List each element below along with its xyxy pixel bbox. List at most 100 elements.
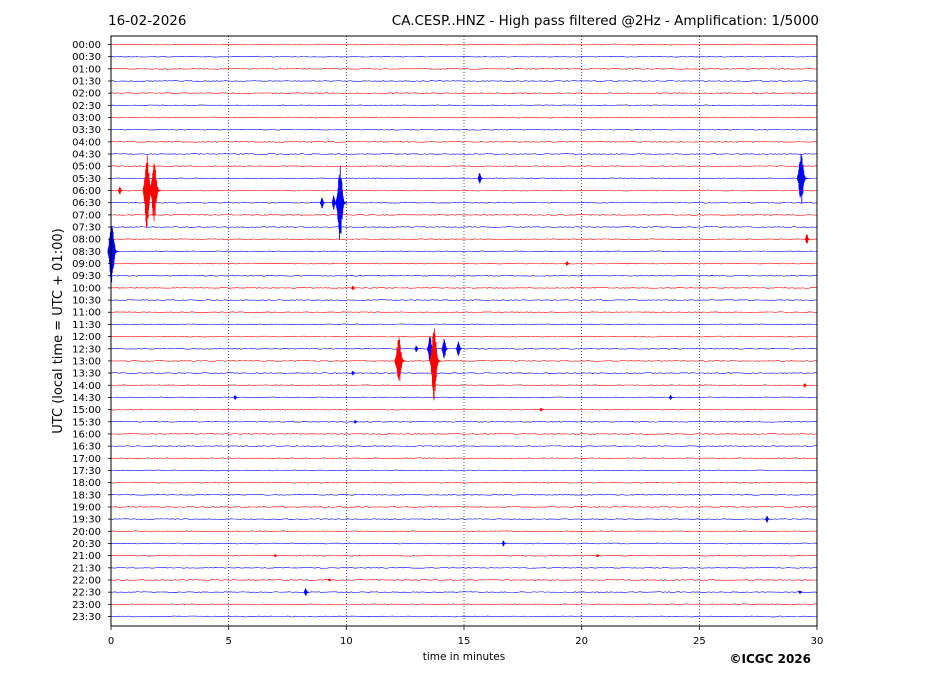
trace-row-0430 bbox=[110, 153, 818, 155]
event-12 bbox=[394, 337, 406, 382]
trace-row-1200 bbox=[110, 335, 818, 338]
event-7 bbox=[796, 153, 809, 204]
event-29 bbox=[798, 590, 803, 594]
row-label: 05:00 bbox=[72, 162, 101, 173]
trace-row-0730 bbox=[110, 226, 818, 228]
trace-row-1400 bbox=[110, 384, 818, 387]
trace-row-1430 bbox=[110, 396, 818, 399]
row-label: 00:30 bbox=[72, 52, 101, 63]
event-30 bbox=[802, 383, 808, 388]
event-9 bbox=[107, 226, 119, 283]
seismic-events bbox=[107, 153, 810, 596]
trace-row-0200 bbox=[110, 92, 818, 94]
x-tick-label: 25 bbox=[693, 636, 706, 647]
row-label: 08:00 bbox=[72, 235, 101, 246]
trace-row-0230 bbox=[110, 104, 818, 107]
row-label: 05:30 bbox=[72, 174, 101, 185]
row-label: 20:30 bbox=[72, 539, 101, 550]
trace-row-0100 bbox=[110, 68, 818, 70]
event-0 bbox=[117, 186, 123, 195]
event-19 bbox=[233, 395, 238, 400]
trace-row-1500 bbox=[110, 408, 818, 411]
chart-title: CA.CESP..HNZ - High pass filtered @2Hz -… bbox=[392, 13, 819, 29]
event-10 bbox=[565, 261, 570, 266]
row-label: 12:00 bbox=[72, 332, 101, 343]
event-15 bbox=[441, 339, 449, 359]
row-label: 01:00 bbox=[72, 64, 101, 75]
trace-row-1130 bbox=[110, 323, 818, 326]
row-label: 01:30 bbox=[72, 77, 101, 88]
trace-row-1630 bbox=[110, 445, 818, 447]
row-label: 15:30 bbox=[72, 417, 101, 428]
row-label: 16:00 bbox=[72, 429, 101, 440]
trace-row-0330 bbox=[110, 128, 818, 131]
trace-row-1330 bbox=[110, 372, 818, 374]
row-label: 10:00 bbox=[72, 283, 101, 294]
row-label: 22:00 bbox=[72, 575, 101, 586]
trace-row-2130 bbox=[110, 567, 818, 569]
row-label: 18:30 bbox=[72, 490, 101, 501]
trace-row-1930 bbox=[110, 518, 818, 520]
row-label: 13:00 bbox=[72, 356, 101, 367]
event-11 bbox=[351, 285, 356, 291]
trace-rows bbox=[110, 43, 818, 618]
event-28 bbox=[303, 588, 309, 596]
trace-row-1030 bbox=[110, 299, 818, 301]
trace-row-1700 bbox=[110, 457, 818, 460]
row-label: 13:30 bbox=[72, 369, 101, 380]
trace-row-1300 bbox=[110, 360, 818, 362]
row-label: 04:30 bbox=[72, 150, 101, 161]
row-label: 07:30 bbox=[72, 223, 101, 234]
trace-row-2100 bbox=[111, 554, 818, 557]
trace-row-0600 bbox=[110, 189, 818, 192]
trace-row-1530 bbox=[110, 421, 818, 423]
event-23 bbox=[765, 515, 770, 523]
trace-row-0400 bbox=[110, 141, 818, 143]
row-label: 04:00 bbox=[72, 137, 101, 148]
x-tick-label: 30 bbox=[811, 636, 824, 647]
row-label: 15:00 bbox=[72, 405, 101, 416]
trace-row-2330 bbox=[110, 615, 818, 618]
row-label: 20:00 bbox=[72, 527, 101, 538]
row-label: 06:00 bbox=[72, 186, 101, 197]
row-label: 22:30 bbox=[72, 588, 101, 599]
row-label: 14:00 bbox=[72, 381, 101, 392]
copyright-text: ©ICGC 2026 bbox=[729, 652, 811, 666]
row-label: 09:30 bbox=[72, 271, 101, 282]
row-label: 06:30 bbox=[72, 198, 101, 209]
x-tick-label: 5 bbox=[225, 636, 231, 647]
trace-row-1730 bbox=[110, 469, 818, 472]
trace-row-0300 bbox=[110, 116, 818, 119]
row-label: 02:30 bbox=[72, 101, 101, 112]
trace-row-0830 bbox=[110, 250, 818, 253]
trace-row-1600 bbox=[110, 433, 818, 435]
row-label: 19:00 bbox=[72, 502, 101, 513]
trace-row-2300 bbox=[110, 603, 818, 606]
event-17 bbox=[429, 328, 442, 401]
row-label: 23:30 bbox=[72, 612, 101, 623]
x-tick-label: 10 bbox=[340, 636, 353, 647]
trace-row-2200 bbox=[110, 579, 818, 581]
row-label: 18:00 bbox=[72, 478, 101, 489]
row-label: 03:30 bbox=[72, 125, 101, 136]
row-label: 12:30 bbox=[72, 344, 101, 355]
vertical-grid bbox=[228, 36, 700, 626]
trace-row-1900 bbox=[110, 506, 818, 508]
row-label: 17:30 bbox=[72, 466, 101, 477]
trace-row-0000 bbox=[110, 43, 818, 46]
trace-row-1800 bbox=[110, 481, 818, 484]
row-label: 08:30 bbox=[72, 247, 101, 258]
row-label: 02:00 bbox=[72, 89, 101, 100]
event-6 bbox=[477, 173, 483, 184]
event-13 bbox=[414, 345, 420, 353]
event-16 bbox=[455, 341, 463, 357]
x-axis-ticks: 0 5 10 15 20 25 30 bbox=[108, 626, 824, 647]
trace-row-0130 bbox=[110, 80, 818, 82]
x-axis-label: time in minutes bbox=[423, 651, 505, 663]
date-label: 16-02-2026 bbox=[108, 13, 186, 29]
event-24 bbox=[501, 540, 507, 547]
row-label: 21:30 bbox=[72, 563, 101, 574]
row-label: 10:30 bbox=[72, 296, 101, 307]
